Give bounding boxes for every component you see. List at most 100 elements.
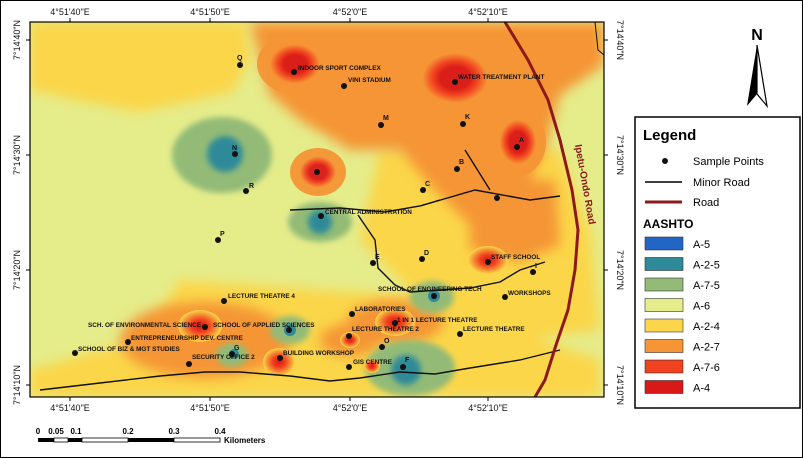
sample-point [502, 294, 508, 300]
sample-point [494, 195, 500, 201]
coord-label: 4°51'50"E [190, 7, 230, 17]
sample-point [237, 62, 243, 68]
sample-point [229, 351, 235, 357]
sample-point [349, 311, 355, 317]
place-label: GIS CENTRE [353, 359, 393, 366]
legend-swatch [644, 298, 684, 312]
sample-point [514, 144, 520, 150]
place-label: WORKSHOPS [508, 290, 551, 297]
legend-swatches: A-5 A-2-5 A-7-5 A-6 A-2-4 A-2-7 A-7-6 A-4 [644, 236, 720, 395]
coord-label: 4°52'0"E [333, 7, 368, 17]
north-letter: N [751, 27, 763, 44]
sample-point [379, 344, 385, 350]
place-label: 1 IN 1 LECTURE THEATRE [397, 317, 478, 324]
place-label: VINI STADIUM [348, 77, 391, 84]
legend-box [634, 116, 801, 409]
sample-point [431, 293, 437, 299]
north-arrow: N [747, 27, 768, 109]
scale-unit: Kilometers [224, 436, 266, 445]
north-arrow-left-icon [747, 45, 757, 106]
scale-tick: 0.4 [214, 427, 226, 436]
minor-road [594, 22, 604, 56]
legend-swatch [644, 359, 684, 374]
legend-swatch [644, 257, 684, 271]
place-label: WATER TREATMENT PLANT [458, 74, 544, 81]
sample-point [243, 188, 249, 194]
scale-bar: 0 0.05 0.1 0.2 0.3 0.4 Kilometers [36, 427, 266, 445]
sample-point [202, 324, 208, 330]
sample-point [186, 361, 192, 367]
sample-point [452, 79, 458, 85]
north-arrow-right-icon [756, 44, 768, 109]
legend: Legend Sample Points Minor Road Road AAS… [634, 116, 801, 409]
coord-label: 4°52'10"E [468, 403, 508, 413]
point-label: D [424, 250, 429, 257]
legend-swatch [644, 380, 684, 394]
legend-swatch [644, 236, 684, 251]
legend-title: Legend [643, 127, 696, 144]
coord-label: 4°51'50"E [190, 403, 230, 413]
point-label: F [405, 357, 410, 364]
point-label: A [519, 137, 524, 144]
place-label: SCHOOL OF ENGINEERING TECH [378, 286, 482, 293]
coord-label: 4°52'0"E [333, 403, 368, 413]
legend-class-label: A-6 [693, 301, 710, 313]
point-label: B [459, 159, 464, 166]
coord-label: 7°14'40"N [12, 20, 22, 60]
place-label: STAFF SCHOOL [491, 254, 540, 261]
sample-point [400, 364, 406, 370]
sample-point [232, 151, 238, 157]
sample-point [454, 166, 460, 172]
point-label: Q [237, 55, 243, 62]
main-road [503, 22, 580, 397]
sample-point [286, 327, 292, 333]
sample-point [530, 269, 536, 275]
sample-point [125, 339, 131, 345]
legend-class-label: A-5 [693, 239, 710, 251]
sample-point [420, 187, 426, 193]
point-label: K [465, 114, 470, 121]
sample-point [370, 260, 376, 266]
point-label: O [384, 338, 390, 345]
coord-label: 7°14'40"N [615, 20, 625, 60]
legend-item-label: Minor Road [693, 177, 750, 189]
legend-swatch [644, 318, 684, 333]
point-label: I [535, 263, 537, 270]
legend-class-label: A-2-7 [693, 342, 720, 354]
legend-class-label: A-7-5 [693, 280, 720, 292]
sample-point [419, 256, 425, 262]
place-label: LECTURE THEATRE [463, 326, 525, 333]
sample-points [72, 62, 536, 370]
minor-road [419, 199, 441, 207]
coord-label: 7°14'20"N [615, 250, 625, 290]
place-label: BUILDING WORKSHOP [283, 350, 355, 357]
scale-tick: 0.05 [48, 427, 64, 436]
scale-tick: 0.3 [168, 427, 180, 436]
place-label: CENTRAL ADMINISTRATION [325, 209, 412, 216]
place-label: LECTURE THEATRE 2 [352, 326, 419, 333]
right-coordinates: 7°14'40"N 7°14'30"N 7°14'20"N 7°14'10"N [615, 20, 625, 405]
left-coordinates: 7°14'40"N 7°14'30"N 7°14'20"N 7°14'10"N [12, 20, 22, 405]
place-label: SCHOOL OF BIZ & MGT STUDIES [78, 346, 181, 353]
legend-class-label: A-2-5 [693, 260, 720, 272]
legend-class-label: A-7-6 [693, 362, 720, 374]
point-label: G [234, 345, 240, 352]
sample-point [485, 259, 491, 265]
minor-road [464, 149, 491, 191]
minor-road [39, 349, 561, 391]
legend-class-label: A-4 [693, 383, 710, 395]
sample-point [318, 213, 324, 219]
top-coordinates: 4°51'40"E 4°51'50"E 4°52'0"E 4°52'10"E [50, 7, 508, 17]
grid-ticks [26, 18, 608, 401]
place-label: ENTREPRENEURSHIP DEV. CENTRE [131, 335, 244, 342]
minor-road [357, 214, 546, 293]
place-label: LECTURE THEATRE 4 [228, 293, 295, 300]
legend-dot-icon [662, 158, 668, 164]
point-label: N [232, 145, 237, 152]
bottom-coordinates: 4°51'40"E 4°51'50"E 4°52'0"E 4°52'10"E [50, 403, 508, 413]
sample-point [346, 364, 352, 370]
sample-point [291, 69, 297, 75]
scale-tick: 0.1 [70, 427, 82, 436]
sample-point [392, 320, 398, 326]
point-label: C [425, 181, 430, 188]
